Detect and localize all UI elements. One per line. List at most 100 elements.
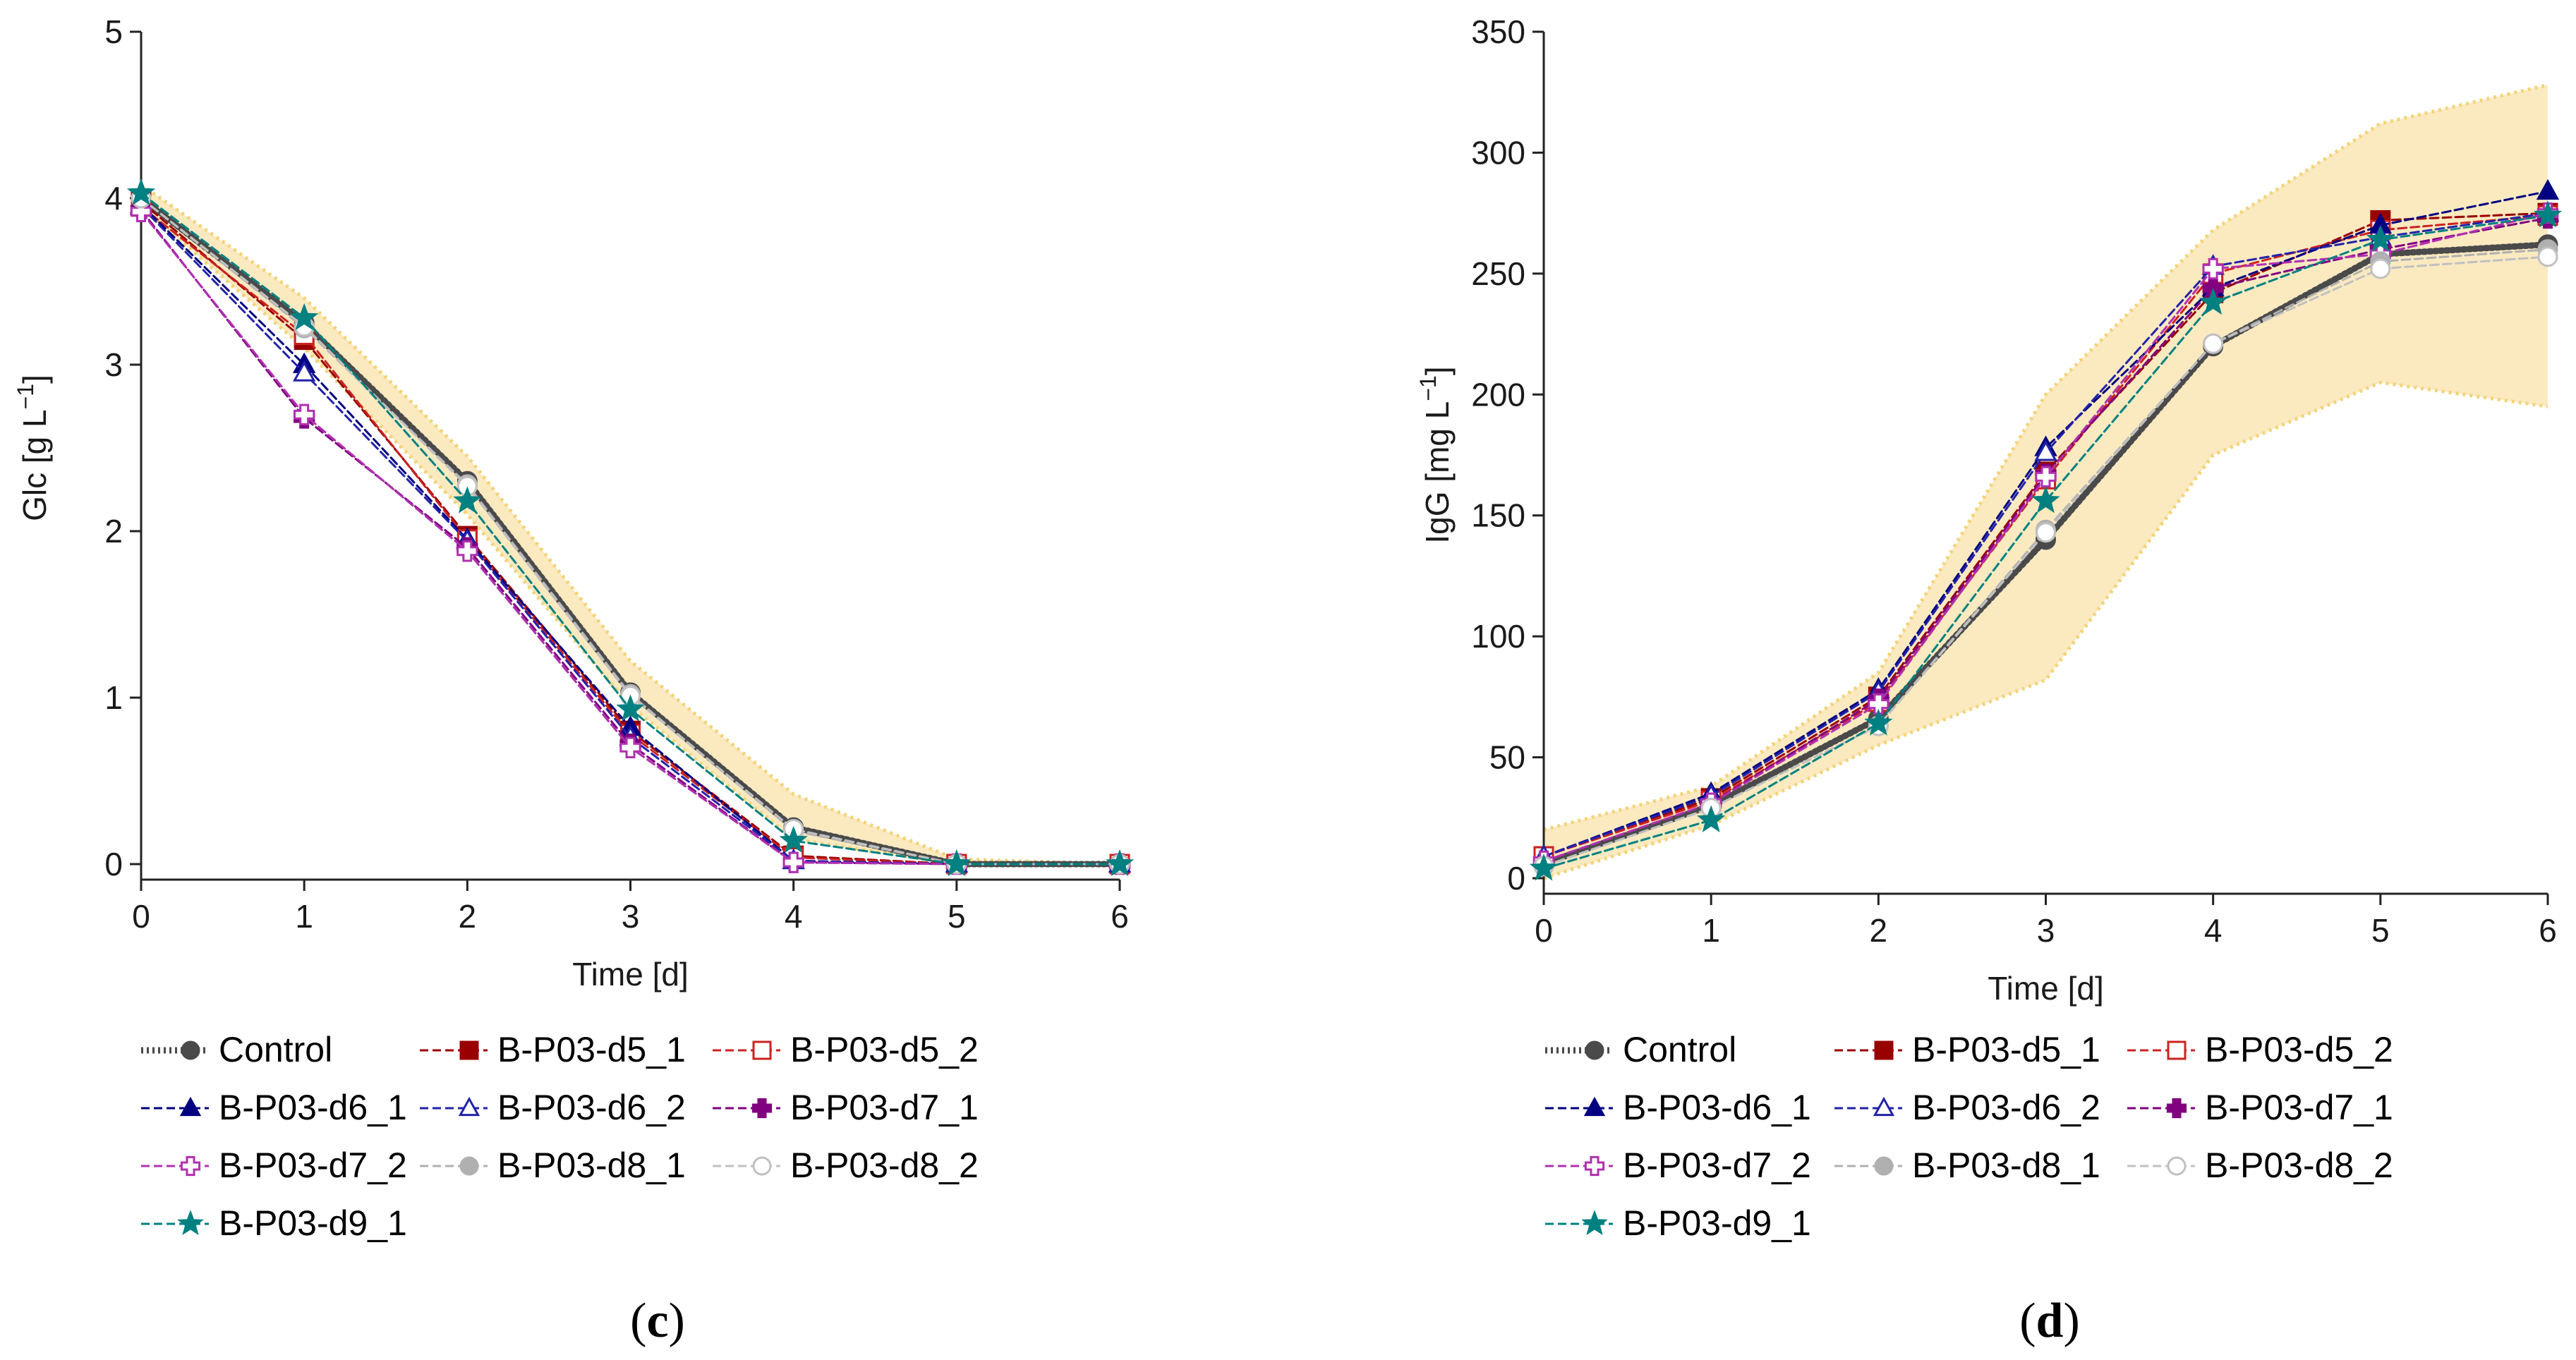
- legend-item-b-p03-d7-2: B-P03-d7_2: [1545, 1146, 1811, 1185]
- data-point: [1868, 693, 1889, 715]
- data-point: [290, 303, 319, 331]
- chart-panel-c: 0 1 2 3 4 5 0 1 2 3 4 5 6 Time [d] Glc [g L−1] Control B…: [13, 13, 1135, 1348]
- data-point: [294, 403, 315, 425]
- legend-item-b-p03-d9-1: B-P03-d9_1: [141, 1203, 407, 1243]
- y-tick-label: 250: [1471, 255, 1525, 292]
- data-point: [126, 178, 156, 206]
- data-point: [1864, 708, 1893, 736]
- data-point: [616, 694, 645, 722]
- y-tick-label: 1: [104, 679, 123, 716]
- panel-label-close: ): [2063, 1294, 2079, 1348]
- y-tick-label: 300: [1471, 134, 1525, 171]
- data-point: [2536, 178, 2560, 200]
- y-axis-label-main: Glc [g L: [16, 409, 53, 521]
- x-tick-label: 1: [1702, 912, 1720, 949]
- legend-label: B-P03-d7_2: [219, 1146, 407, 1185]
- series-b-p03-d9-1: [1529, 200, 2563, 881]
- legend-label: B-P03-d6_1: [219, 1088, 407, 1127]
- data-point: [2366, 224, 2395, 252]
- legend-swatch-marker: [751, 1098, 773, 1119]
- legend-label: B-P03-d5_2: [790, 1030, 979, 1069]
- data-point: [2533, 200, 2563, 228]
- y-tick-label: 5: [104, 13, 123, 50]
- legend-item-b-p03-d8-2: B-P03-d8_2: [2127, 1146, 2393, 1185]
- x-tick-label: 6: [2539, 912, 2557, 949]
- panel-label-letter: c: [646, 1294, 668, 1348]
- legend-item-b-p03-d8-2: B-P03-d8_2: [713, 1146, 979, 1185]
- data-point: [782, 851, 804, 873]
- y-tick-label: 0: [104, 846, 123, 882]
- y-tick-label: 2: [104, 513, 123, 550]
- legend-item-control: Control: [1545, 1030, 1736, 1069]
- legend-item-b-p03-d6-1: B-P03-d6_1: [141, 1088, 407, 1127]
- legend-label: B-P03-d7_1: [2205, 1088, 2393, 1127]
- data-point: [2031, 485, 2060, 514]
- y-axis-label-close: ]: [1419, 366, 1456, 375]
- legend-swatch-marker: [2167, 1156, 2187, 1176]
- data-point: [2036, 522, 2056, 543]
- legend-label: B-P03-d5_2: [2205, 1030, 2393, 1069]
- data-point: [1105, 849, 1135, 877]
- x-tick-label: 1: [295, 898, 313, 935]
- x-axis-label: Time [d]: [1988, 970, 2103, 1007]
- legend-item-b-p03-d5-2: B-P03-d5_2: [2127, 1030, 2393, 1069]
- legend-label: B-P03-d9_1: [1623, 1203, 1811, 1243]
- legend-item-b-p03-d6-1: B-P03-d6_1: [1545, 1088, 1811, 1127]
- y-axis-label: IgG [mg L−1]: [1415, 366, 1456, 543]
- y-axis-label-close: ]: [16, 375, 53, 384]
- y-tick-label: 150: [1471, 497, 1525, 534]
- y-axis-label: Glc [g L−1]: [13, 375, 53, 521]
- x-axis-label: Time [d]: [572, 956, 688, 992]
- legend-label: B-P03-d7_1: [790, 1088, 979, 1127]
- data-point: [2202, 257, 2224, 280]
- x-tick-label: 3: [622, 898, 640, 935]
- data-point: [1697, 805, 1726, 832]
- legend-label: B-P03-d8_2: [2205, 1146, 2393, 1185]
- data-point: [2537, 246, 2558, 267]
- legend-item-b-p03-d6-2: B-P03-d6_2: [420, 1088, 686, 1127]
- legend-label: B-P03-d8_2: [790, 1146, 979, 1185]
- data-point: [453, 486, 482, 514]
- panel-label-letter: d: [2036, 1294, 2064, 1348]
- legend-item-b-p03-d5-1: B-P03-d5_1: [1834, 1030, 2100, 1069]
- legend-item-b-p03-d8-1: B-P03-d8_1: [1834, 1146, 2100, 1185]
- data-point: [456, 540, 478, 562]
- y-tick-label: 200: [1471, 376, 1525, 413]
- panel-label: (c): [630, 1294, 685, 1348]
- legend-item-b-p03-d6-2: B-P03-d6_2: [1834, 1088, 2100, 1127]
- data-point: [1529, 854, 1559, 881]
- x-tick-label: 3: [2037, 912, 2055, 949]
- legend-swatch-marker: [1585, 1040, 1604, 1060]
- data-point: [2370, 258, 2391, 279]
- legend-swatch-marker: [1581, 1210, 1608, 1236]
- legend-item-b-p03-d7-1: B-P03-d7_1: [2127, 1088, 2393, 1127]
- x-tick-label: 0: [1535, 912, 1553, 949]
- legend-swatch-marker: [458, 1096, 480, 1117]
- confidence-band: [141, 185, 1120, 865]
- y-axis-label-main: IgG [mg L: [1419, 401, 1456, 544]
- legend-label: B-P03-d7_2: [1623, 1146, 1811, 1185]
- legend-label: B-P03-d6_2: [497, 1088, 686, 1127]
- y-tick-label: 3: [104, 346, 123, 383]
- legend-item-b-p03-d5-2: B-P03-d5_2: [713, 1030, 979, 1069]
- x-tick-label: 0: [132, 898, 150, 935]
- data-point: [779, 825, 808, 854]
- legend-swatch-marker: [1584, 1155, 1605, 1177]
- legend-swatch-marker: [2166, 1098, 2187, 1119]
- data-point: [2203, 333, 2224, 354]
- legend-item-control: Control: [141, 1030, 332, 1069]
- data-point: [619, 736, 641, 758]
- panel-label-close: ): [669, 1294, 685, 1348]
- legend-swatch-marker: [181, 1040, 200, 1060]
- legend-label: B-P03-d6_2: [1912, 1088, 2100, 1127]
- legend-swatch-marker: [177, 1210, 204, 1236]
- y-axis-label-exponent: −1: [1415, 375, 1441, 401]
- band-lower-edge: [1543, 380, 2548, 880]
- x-tick-label: 4: [785, 898, 803, 935]
- legend: Control B-P03-d5_1 B-P03-d5_2 B-P03-d6_1 B-P…: [1545, 1030, 2393, 1243]
- legend-item-b-p03-d8-1: B-P03-d8_1: [420, 1146, 686, 1185]
- y-tick-label: 100: [1471, 618, 1525, 655]
- data-point: [292, 360, 316, 382]
- x-tick-label: 2: [459, 898, 477, 935]
- data-point: [2035, 466, 2057, 488]
